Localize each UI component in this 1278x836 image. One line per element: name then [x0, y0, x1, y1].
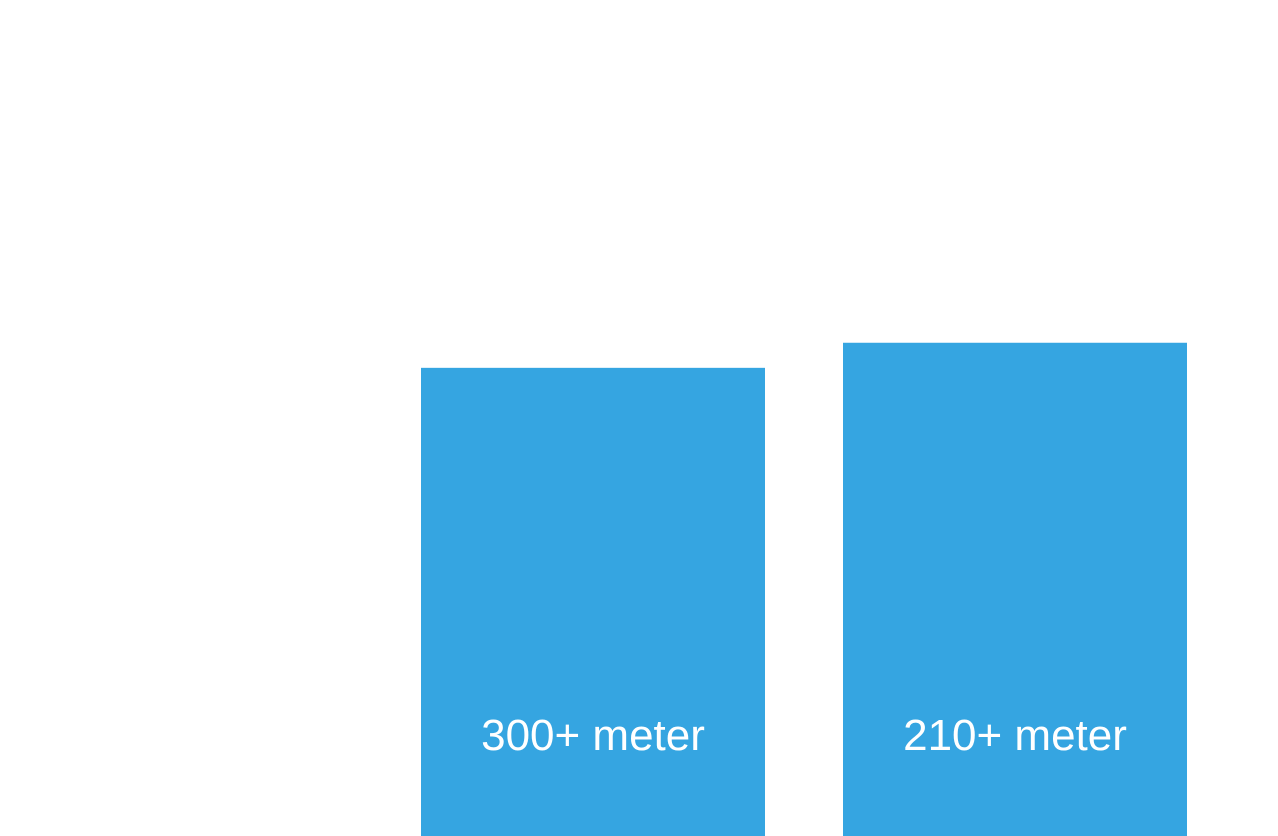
bars-layer — [421, 342, 1187, 836]
bar-1 — [421, 367, 765, 836]
bar-label-2: 210+ meter — [903, 711, 1127, 760]
bar-2 — [843, 342, 1187, 836]
bar-label-1: 300+ meter — [481, 711, 705, 760]
labels-layer: 300+ meter 210+ meter — [481, 711, 1127, 760]
